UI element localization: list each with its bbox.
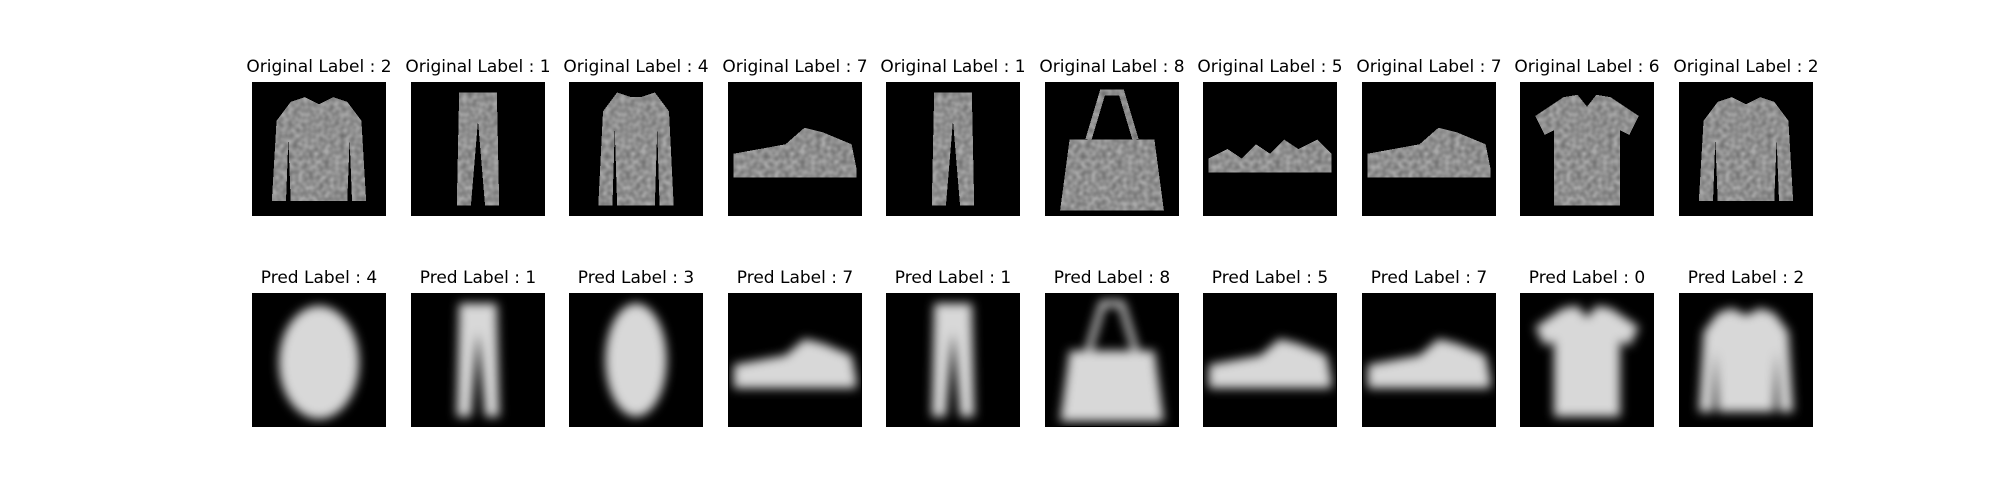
pred-label-title: Pred Label : 1 (419, 268, 537, 288)
dress-blob-picture (570, 294, 702, 426)
original-label-title: Original Label : 1 (405, 57, 551, 77)
shirt-picture (1521, 83, 1653, 215)
sneaker-picture (1204, 294, 1336, 426)
original-label-title: Original Label : 7 (1356, 57, 1502, 77)
pullover-picture (1680, 294, 1812, 426)
reconstructed-image (1203, 293, 1337, 427)
original-image (1520, 82, 1654, 216)
pred-label-title: Pred Label : 4 (260, 268, 378, 288)
sneaker-picture (1363, 83, 1495, 215)
sneaker-picture (1363, 294, 1495, 426)
original-label-title: Original Label : 8 (1039, 57, 1185, 77)
reconstructed-image (411, 293, 545, 427)
reconstructed-image (252, 293, 386, 427)
sneaker-picture (729, 294, 861, 426)
shirt-picture (1521, 294, 1653, 426)
original-label-title: Original Label : 6 (1514, 57, 1660, 77)
coat-blob-picture (253, 294, 385, 426)
pullover-picture (1680, 83, 1812, 215)
pred-label-title: Pred Label : 7 (736, 268, 854, 288)
original-label-title: Original Label : 1 (880, 57, 1026, 77)
pred-label-title: Pred Label : 2 (1687, 268, 1805, 288)
original-image (1679, 82, 1813, 216)
bag-picture (1046, 294, 1178, 426)
original-image (569, 82, 703, 216)
reconstructed-image (569, 293, 703, 427)
reconstructed-image (1045, 293, 1179, 427)
original-label-title: Original Label : 2 (1673, 57, 1819, 77)
reconstructed-image (886, 293, 1020, 427)
original-label-title: Original Label : 2 (246, 57, 392, 77)
trouser-picture (412, 83, 544, 215)
trouser-picture (887, 294, 1019, 426)
original-image (728, 82, 862, 216)
trouser-picture (887, 83, 1019, 215)
original-image (411, 82, 545, 216)
bag-picture (1046, 83, 1178, 215)
original-label-title: Original Label : 4 (563, 57, 709, 77)
original-image (1203, 82, 1337, 216)
pred-label-title: Pred Label : 5 (1211, 268, 1329, 288)
original-image (1045, 82, 1179, 216)
reconstructed-image (728, 293, 862, 427)
sandal-picture (1204, 83, 1336, 215)
reconstructed-image (1520, 293, 1654, 427)
pred-label-title: Pred Label : 7 (1370, 268, 1488, 288)
pred-label-title: Pred Label : 1 (894, 268, 1012, 288)
original-label-title: Original Label : 7 (722, 57, 868, 77)
original-label-title: Original Label : 5 (1197, 57, 1343, 77)
pred-label-title: Pred Label : 8 (1053, 268, 1171, 288)
pred-label-title: Pred Label : 0 (1528, 268, 1646, 288)
trouser-picture (412, 294, 544, 426)
reconstructed-image (1679, 293, 1813, 427)
pred-label-title: Pred Label : 3 (577, 268, 695, 288)
reconstructed-image (1362, 293, 1496, 427)
sneaker-picture (729, 83, 861, 215)
original-image (252, 82, 386, 216)
pullover-picture (253, 83, 385, 215)
coat-picture (570, 83, 702, 215)
original-image (1362, 82, 1496, 216)
original-image (886, 82, 1020, 216)
